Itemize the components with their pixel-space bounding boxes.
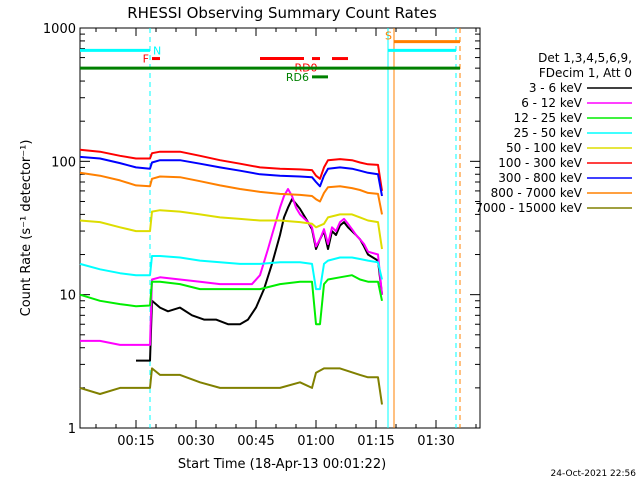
y-tick-label-2: 100 <box>51 155 76 170</box>
legend-label-6: 300 - 800 keV <box>498 171 582 185</box>
state-bar-label-5: RD6 <box>286 71 309 84</box>
x-tick-label-1: 00:30 <box>177 434 214 449</box>
legend-label-5: 100 - 300 keV <box>498 156 582 170</box>
series-line-8 <box>79 367 383 405</box>
x-tick-label-0: 00:15 <box>117 434 154 449</box>
x-axis-label: Start Time (18-Apr-13 00:01:22) <box>178 457 386 472</box>
series-line-0 <box>136 198 383 362</box>
series-line-2 <box>79 274 383 326</box>
series-line-4 <box>79 209 383 250</box>
plot-area: 00:15 00:30 00:45 01:00 01:15 01:30 1 10 100 1000… <box>43 22 481 449</box>
legend-label-2: 12 - 25 keV <box>514 111 583 125</box>
legend-label-4: 50 - 100 keV <box>506 141 583 155</box>
series-line-5 <box>79 148 383 192</box>
legend-label-3: 25 - 50 keV <box>514 126 583 140</box>
x-tick-label-4: 01:15 <box>357 434 394 449</box>
chart-title: RHESSI Observing Summary Count Rates <box>127 4 437 22</box>
x-tick-label-2: 00:45 <box>237 434 274 449</box>
plot-frame <box>79 27 481 429</box>
y-tick-label-0: 1 <box>68 422 76 437</box>
x-tick-label-5: 01:30 <box>417 434 454 449</box>
x-tick-label-3: 01:00 <box>297 434 334 449</box>
y-tick-label-3: 1000 <box>43 22 76 37</box>
legend-label-1: 6 - 12 keV <box>521 96 583 110</box>
state-bar-label-0: N <box>153 44 161 57</box>
series-line-7 <box>79 171 383 215</box>
footer-timestamp: 24-Oct-2021 22:56 <box>551 469 637 479</box>
legend: Det 1,3,4,5,6,9, FDecim 1, Att 0 3 - 6 k… <box>475 51 632 215</box>
legend-label-8: 7000 - 15000 keV <box>475 201 582 215</box>
series-line-6 <box>79 155 383 197</box>
legend-label-0: 3 - 6 keV <box>529 81 583 95</box>
y-tick-label-1: 10 <box>59 289 76 304</box>
legend-label-7: 800 - 7000 keV <box>491 186 583 200</box>
series-line-3 <box>79 255 383 291</box>
legend-header-line-1: Det 1,3,4,5,6,9, <box>538 51 632 65</box>
state-bar-label-2: F <box>143 53 149 66</box>
state-bar-label-1: S <box>385 30 392 43</box>
series-line-1 <box>80 188 383 346</box>
legend-header-line-2: FDecim 1, Att 0 <box>539 66 632 80</box>
y-axis-label: Count Rate (s⁻¹ detector⁻¹) <box>19 140 34 317</box>
